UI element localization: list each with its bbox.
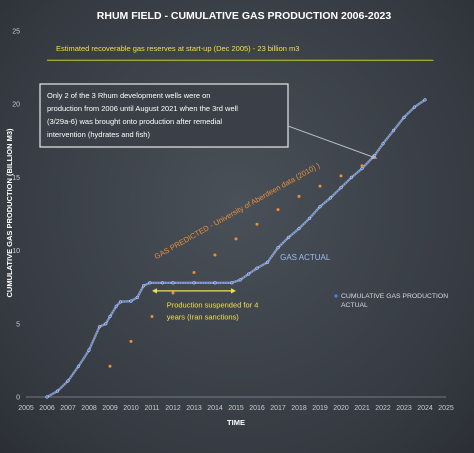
x-tick-label: 2018: [291, 405, 307, 412]
predicted-data-point: [234, 237, 238, 241]
x-tick-label: 2024: [417, 405, 433, 412]
x-tick-label: 2017: [270, 405, 286, 412]
legend-marker: [334, 294, 338, 298]
actual-data-point: [297, 227, 301, 231]
actual-data-point: [135, 295, 139, 300]
actual-data-point: [360, 167, 364, 171]
actual-data-point: [76, 364, 81, 368]
x-tick-label: 2005: [18, 405, 34, 412]
x-tick-label: 2013: [186, 405, 202, 412]
actual-data-point: [118, 300, 123, 304]
predicted-data-point: [255, 222, 259, 226]
predicted-data-point: [360, 164, 364, 168]
suspension-note-line: years (Iran sanctions): [167, 313, 240, 322]
y-tick-label: 0: [16, 395, 20, 402]
actual-data-point: [286, 235, 291, 240]
x-tick-label: 2008: [81, 405, 97, 412]
actual-data-point: [66, 379, 70, 383]
y-tick-label: 5: [16, 321, 20, 328]
actual-data-point: [307, 216, 312, 220]
suspension-arrow-right: [231, 288, 236, 294]
actual-data-point: [381, 142, 385, 146]
x-tick-label: 2007: [60, 405, 76, 412]
x-tick-label: 2019: [312, 405, 328, 412]
actual-data-point: [255, 266, 259, 270]
actual-data-point: [391, 128, 396, 133]
predicted-data-point: [339, 174, 343, 178]
predicted-data-point: [150, 314, 154, 318]
wells-note-arrow: [287, 125, 377, 159]
predicted-data-point: [129, 339, 133, 343]
actual-data-point: [349, 175, 354, 179]
actual-data-point: [276, 246, 280, 250]
x-tick-label: 2012: [165, 405, 181, 412]
y-tick-label: 20: [12, 102, 20, 109]
actual-data-point: [423, 98, 427, 102]
wells-note-line: (3/29a-6) was brought onto production af…: [47, 117, 222, 126]
wells-note-line: Only 2 of the 3 Rhum development wells w…: [47, 91, 210, 100]
predicted-data-point: [318, 184, 322, 188]
wells-note-box: [39, 83, 289, 148]
actual-data-point: [97, 325, 102, 329]
wells-note-arrow-head: [371, 154, 377, 160]
y-tick-label: 25: [12, 29, 20, 36]
y-tick-label: 10: [12, 248, 20, 255]
x-tick-label: 2023: [396, 405, 412, 412]
x-tick-label: 2016: [249, 405, 265, 412]
predicted-data-point: [171, 291, 175, 295]
wells-note-line: production from 2006 until August 2021 w…: [47, 104, 238, 113]
x-tick-label: 2006: [39, 405, 55, 412]
reserves-reference-label: Estimated recoverable gas reserves at st…: [56, 44, 299, 53]
actual-data-point: [104, 322, 108, 326]
actual-data-point: [339, 186, 343, 190]
predicted-data-point: [213, 253, 217, 257]
x-tick-label: 2014: [207, 405, 223, 412]
legend-label-line-2: ACTUAL: [341, 302, 368, 309]
predicted-data-point: [297, 194, 301, 198]
x-axis-label: TIME: [227, 418, 245, 427]
actual-data-point: [114, 304, 118, 308]
actual-data-point: [412, 105, 417, 109]
chart-title: RHUM FIELD - CUMULATIVE GAS PRODUCTION 2…: [97, 10, 392, 22]
actual-data-point: [171, 281, 175, 285]
x-tick-label: 2021: [354, 405, 370, 412]
actual-data-point: [108, 314, 112, 319]
predicted-data-point: [276, 208, 280, 212]
actual-data-point: [148, 281, 152, 285]
x-tick-label: 2011: [144, 405, 159, 412]
actual-data-point: [142, 284, 146, 288]
y-axis-label: CUMULATIVE GAS PRODUCTION (BILLION M3): [5, 128, 14, 298]
actual-data-point: [402, 115, 406, 119]
predicted-data-point: [108, 364, 112, 368]
legend-label-line-1: CUMULATIVE GAS PRODUCTION: [341, 293, 448, 300]
actual-data-point: [213, 281, 217, 285]
x-tick-label: 2015: [228, 405, 244, 412]
actual-data-point: [87, 348, 91, 352]
actual-data-point: [55, 389, 60, 393]
suspension-note-line: Production suspended for 4: [167, 301, 259, 310]
actual-data-point: [230, 281, 234, 285]
actual-series-label: GAS ACTUAL: [280, 253, 331, 262]
suspension-arrow-left: [152, 288, 157, 294]
actual-data-point: [238, 278, 242, 282]
x-tick-label: 2009: [102, 405, 118, 412]
actual-data-point: [192, 281, 196, 285]
actual-data-point: [129, 299, 133, 303]
actual-data-point: [247, 272, 251, 276]
actual-data-point: [160, 281, 165, 285]
predicted-series-label: GAS PREDICTED - University of Aberdeen d…: [153, 161, 322, 262]
actual-data-point: [265, 260, 270, 264]
actual-data-point: [318, 205, 322, 209]
actual-data-point: [45, 395, 49, 399]
x-tick-label: 2020: [333, 405, 349, 412]
x-tick-label: 2010: [123, 405, 139, 412]
x-tick-label: 2025: [438, 405, 454, 412]
actual-data-point: [328, 196, 333, 200]
predicted-data-point: [192, 271, 196, 275]
x-tick-label: 2022: [375, 405, 391, 412]
wells-note-line: intervention (hydrates and fish): [47, 130, 150, 139]
y-tick-label: 15: [12, 175, 20, 182]
